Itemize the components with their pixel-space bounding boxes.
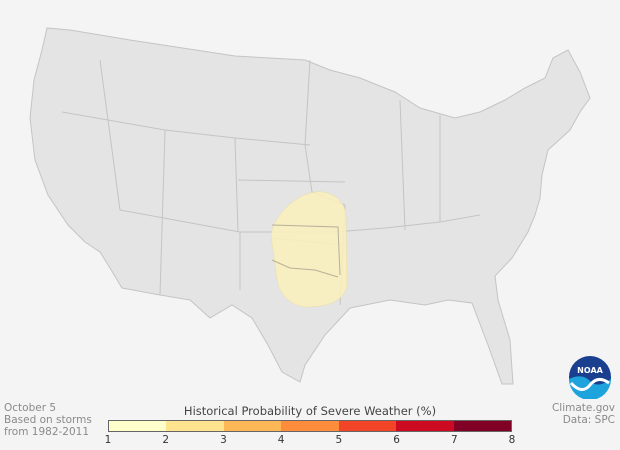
legend-swatch-6 bbox=[396, 421, 454, 431]
severe-weather-probability-area bbox=[270, 191, 348, 308]
legend-tick: 1 bbox=[104, 434, 112, 446]
basis-line2: from 1982-2011 bbox=[4, 426, 90, 438]
legend-swatch-7 bbox=[453, 421, 511, 431]
legend-title: Historical Probability of Severe Weather… bbox=[183, 404, 437, 418]
legend-swatch-5 bbox=[338, 421, 397, 431]
caption-right: Climate.gov Data: SPC bbox=[552, 402, 615, 426]
legend-swatch-1 bbox=[109, 421, 167, 431]
legend-tick: 4 bbox=[277, 434, 285, 446]
legend-tick: 2 bbox=[162, 434, 170, 446]
svg-text:NOAA: NOAA bbox=[577, 366, 603, 375]
us-map bbox=[29, 27, 591, 385]
credit-label: Climate.gov bbox=[551, 402, 615, 414]
basis-line1: Based on storms bbox=[4, 414, 92, 426]
legend-swatch-2 bbox=[166, 421, 224, 431]
legend-tick: 3 bbox=[220, 434, 227, 446]
legend-tick: 6 bbox=[393, 434, 400, 446]
legend-tick: 7 bbox=[450, 434, 458, 446]
legend-swatch-3 bbox=[223, 421, 282, 431]
noaa-logo: NOAA bbox=[569, 356, 611, 399]
oklahoma-border bbox=[271, 224, 341, 278]
legend-swatch-4 bbox=[281, 421, 339, 431]
legend-tick: 8 bbox=[508, 434, 516, 446]
data-source-label: Data: SPC bbox=[562, 414, 615, 426]
legend-tick: 5 bbox=[335, 434, 343, 446]
caption-left: October 5 Based on storms from 1982-2011 bbox=[4, 402, 92, 438]
date-label: October 5 bbox=[4, 402, 57, 414]
legend-color-bar bbox=[108, 420, 512, 432]
